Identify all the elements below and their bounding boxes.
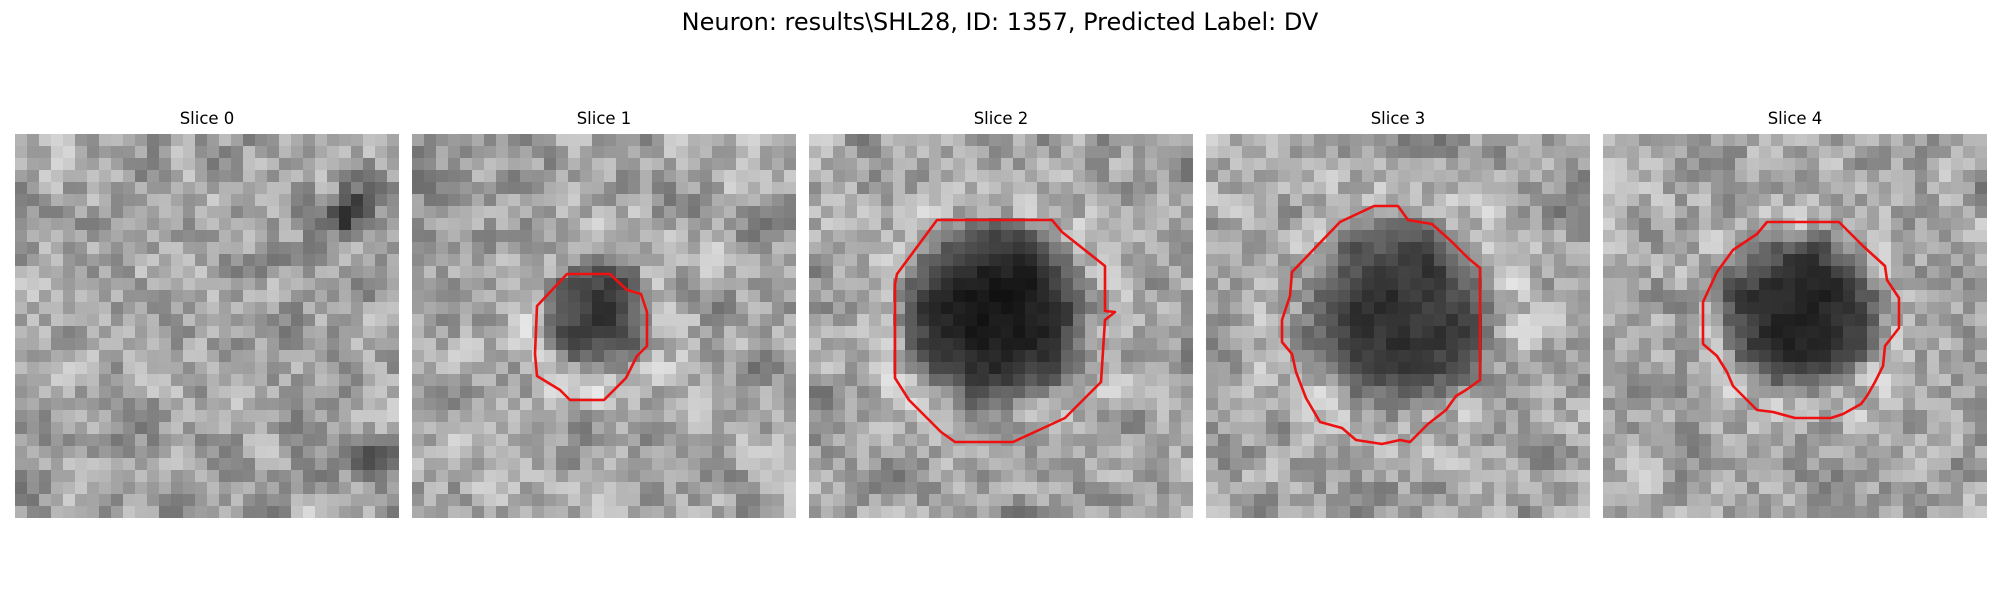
neuron-contour (1701, 220, 1901, 420)
slice-panel-1: Slice 1 (412, 108, 796, 518)
neuron-contour (1280, 204, 1482, 446)
slice-image (1206, 134, 1590, 518)
slice-image (809, 134, 1193, 518)
slice-title: Slice 0 (179, 109, 235, 128)
neuron-contour (893, 218, 1117, 444)
neuron-contour (533, 272, 649, 402)
pixel-grid (1603, 134, 1987, 518)
slice-panel-2: Slice 2 (809, 108, 1193, 518)
slice-title: Slice 3 (1370, 109, 1426, 128)
pixel-grid (412, 134, 796, 518)
slice-image (15, 134, 399, 518)
pixel-grid (1206, 134, 1590, 518)
pixel-grid (809, 134, 1193, 518)
slice-panel-0: Slice 0 (15, 108, 399, 518)
slice-title: Slice 4 (1767, 109, 1823, 128)
slice-panel-4: Slice 4 (1603, 108, 1987, 518)
slice-image (412, 134, 796, 518)
pixel-grid (15, 134, 399, 518)
slice-panel-3: Slice 3 (1206, 108, 1590, 518)
slice-title: Slice 2 (973, 109, 1029, 128)
figure-title: Neuron: results\SHL28, ID: 1357, Predict… (681, 8, 1319, 36)
slice-title: Slice 1 (576, 109, 632, 128)
slice-image (1603, 134, 1987, 518)
